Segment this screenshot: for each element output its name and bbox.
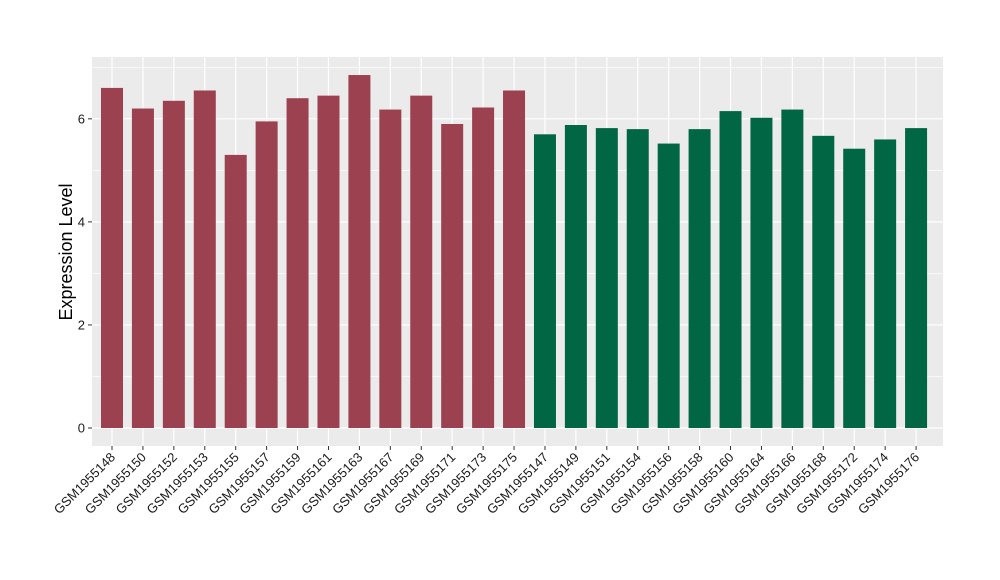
bar bbox=[348, 75, 371, 428]
bar bbox=[193, 90, 216, 429]
bar bbox=[286, 98, 309, 428]
bar bbox=[533, 134, 556, 428]
bar bbox=[564, 125, 587, 429]
bar bbox=[441, 123, 464, 428]
bar bbox=[843, 148, 866, 428]
bar bbox=[503, 90, 526, 429]
y-tick-label: 0 bbox=[78, 421, 85, 436]
bar bbox=[162, 100, 185, 428]
bar bbox=[472, 107, 495, 428]
bar bbox=[317, 95, 340, 428]
bar bbox=[410, 95, 433, 428]
bar bbox=[657, 143, 680, 429]
bar bbox=[688, 129, 711, 428]
bar bbox=[224, 154, 247, 428]
bar bbox=[595, 128, 618, 428]
bar bbox=[626, 129, 649, 428]
bars bbox=[101, 75, 928, 429]
x-axis: GSM1955148GSM1955150GSM1955152GSM1955153… bbox=[51, 446, 922, 517]
y-axis: 0 2 4 6 bbox=[78, 111, 92, 436]
bar bbox=[750, 117, 773, 428]
bar bbox=[255, 121, 278, 428]
bar bbox=[812, 135, 835, 428]
bar bbox=[781, 109, 804, 428]
bar bbox=[131, 108, 154, 429]
y-axis-title: Expression Level bbox=[56, 183, 76, 320]
bar bbox=[719, 111, 742, 429]
bar bbox=[379, 109, 402, 428]
y-tick-label: 6 bbox=[78, 111, 85, 126]
y-tick-label: 4 bbox=[78, 214, 85, 229]
bar bbox=[101, 87, 123, 429]
bar bbox=[905, 128, 928, 428]
y-tick-label: 2 bbox=[78, 317, 85, 332]
bar bbox=[874, 139, 897, 428]
